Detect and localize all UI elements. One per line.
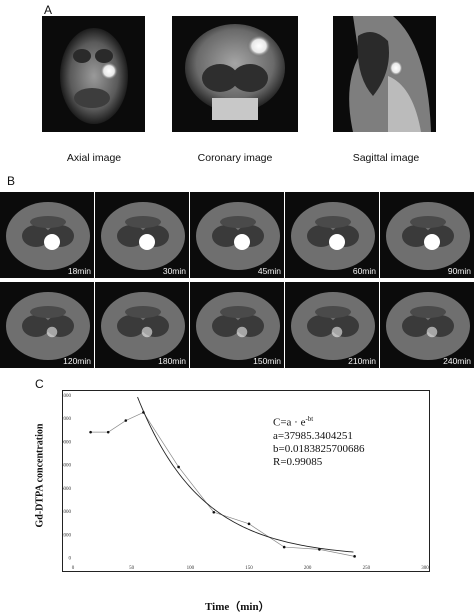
- data-line: [90, 411, 355, 557]
- panel-c-label: C: [35, 377, 44, 391]
- equation-param-b: b=0.0183825700686: [273, 442, 365, 455]
- time-series-tile: 90min: [380, 192, 474, 278]
- data-point: [106, 430, 110, 434]
- panel-a-label: A: [44, 3, 53, 17]
- y-tick-label: 10000: [63, 440, 72, 445]
- data-point: [353, 555, 356, 558]
- mri-slice-icon: [6, 292, 90, 360]
- tile-time-label: 18min: [67, 266, 91, 276]
- y-tick-label: 14000: [63, 394, 72, 399]
- mri-slice-icon: [196, 292, 280, 360]
- y-tick-label: 0: [69, 557, 72, 562]
- sagittal-mri-icon: [349, 16, 431, 132]
- data-point: [89, 430, 92, 434]
- fit-curve: [137, 396, 354, 553]
- x-tick-label: 250: [363, 566, 371, 571]
- x-tick-label: 0: [72, 566, 75, 571]
- time-series-tile: 30min: [95, 192, 189, 278]
- data-point: [212, 510, 216, 514]
- time-series-tile: 240min: [380, 282, 474, 368]
- y-tick-label: 8000: [63, 464, 72, 469]
- y-tick-label: 12000: [63, 417, 72, 422]
- x-tick-label: 200: [304, 566, 312, 571]
- tile-time-label: 210min: [348, 356, 376, 366]
- x-tick-label: 50: [129, 566, 135, 571]
- tile-time-label: 45min: [257, 266, 281, 276]
- mri-slice-icon: [291, 202, 375, 270]
- data-point: [142, 411, 145, 414]
- time-series-grid: 18min 30min 45min 60min 90min 120min 180min 150…: [0, 192, 474, 372]
- y-tick-label: 6000: [63, 487, 72, 492]
- data-point: [124, 419, 128, 422]
- mri-slice-icon: [386, 202, 470, 270]
- axial-caption: Axial image: [66, 152, 122, 164]
- data-point: [318, 548, 321, 551]
- sagittal-caption: Sagittal image: [352, 152, 420, 164]
- tile-time-label: 150min: [253, 356, 281, 366]
- chart-plot-area: 0 2000 4000 6000 8000 10000 12000 14000 0 50 100 15…: [59, 394, 430, 571]
- equation-exponent: -bt: [305, 415, 314, 423]
- time-series-tile: 120min: [0, 282, 94, 368]
- fit-equation: C=a · e-bt a=37985.3404251 b=0.018382570…: [273, 413, 364, 469]
- tile-time-label: 90min: [447, 266, 471, 276]
- y-axis-label: Gd-DTPA concentration: [34, 423, 46, 528]
- axial-mri-icon: [60, 28, 128, 124]
- tile-time-label: 120min: [63, 356, 91, 366]
- data-point: [247, 522, 251, 526]
- axial-mri-image: [42, 16, 145, 132]
- time-series-tile: 45min: [190, 192, 284, 278]
- coronal-caption: Coronary image: [197, 152, 273, 164]
- concentration-chart: 0 2000 4000 6000 8000 10000 12000 14000 0 50 100 15…: [59, 390, 430, 572]
- sagittal-mri-image: [333, 16, 436, 132]
- coronal-mri-image: [172, 16, 298, 132]
- tile-time-label: 60min: [352, 266, 376, 276]
- time-series-tile: 150min: [190, 282, 284, 368]
- mri-slice-icon: [291, 292, 375, 360]
- x-tick-label: 150: [245, 566, 253, 571]
- y-tick-label: 4000: [63, 510, 72, 515]
- tile-time-label: 240min: [443, 356, 471, 366]
- tile-time-label: 180min: [158, 356, 186, 366]
- time-series-tile: 210min: [285, 282, 379, 368]
- equation-formula: C=a · e-bt: [273, 415, 314, 429]
- time-series-tile: 180min: [95, 282, 189, 368]
- data-point: [282, 545, 286, 549]
- x-tick-label: 300: [421, 566, 429, 571]
- tile-time-label: 30min: [162, 266, 186, 276]
- data-point: [177, 465, 180, 469]
- equation-r-value: R=0.99085: [273, 455, 323, 468]
- mri-slice-icon: [101, 202, 185, 270]
- time-series-tile: 18min: [0, 192, 94, 278]
- panel-b-label: B: [7, 174, 16, 188]
- y-tick-label: 2000: [63, 533, 72, 538]
- time-series-tile: 60min: [285, 192, 379, 278]
- equation-param-a: a=37985.3404251: [273, 429, 353, 442]
- mri-slice-icon: [196, 202, 280, 270]
- mri-slice-icon: [6, 202, 90, 270]
- x-axis-label: Time（min）: [205, 601, 270, 613]
- x-tick-label: 100: [187, 566, 195, 571]
- coronal-mri-icon: [185, 24, 285, 120]
- mri-slice-icon: [101, 292, 185, 360]
- mri-slice-icon: [386, 292, 470, 360]
